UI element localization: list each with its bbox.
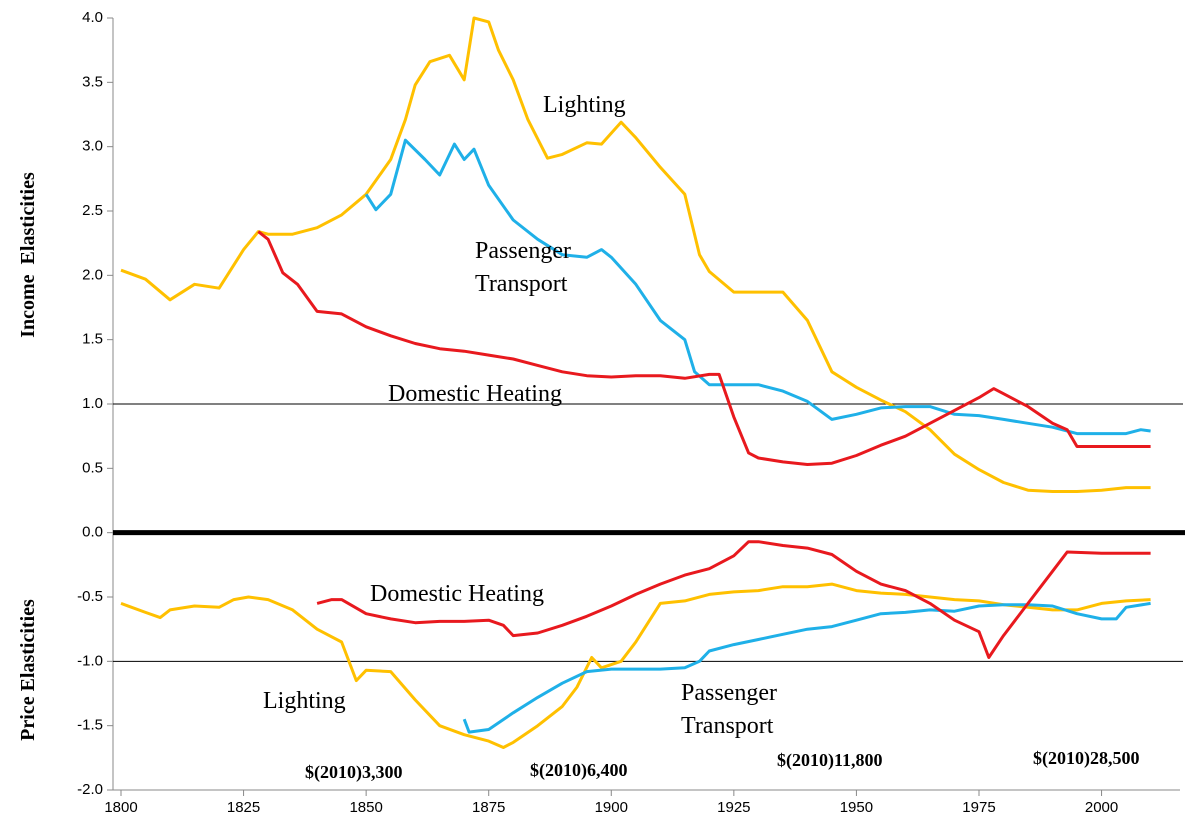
annotation: Domestic Heating bbox=[370, 581, 544, 607]
y-tick-label: 0.5 bbox=[82, 459, 103, 476]
series-line bbox=[120, 582, 1151, 749]
annotation: Passenger bbox=[475, 238, 571, 264]
series-line bbox=[316, 540, 1151, 659]
x-tick-label: 1900 bbox=[595, 799, 628, 816]
x-tick-label: 2000 bbox=[1085, 799, 1118, 816]
annotation: Lighting bbox=[263, 688, 346, 714]
x-tick-label: 1925 bbox=[717, 799, 750, 816]
y-tick-label: 0.0 bbox=[82, 524, 103, 541]
income-label: $(2010)6,400 bbox=[530, 760, 628, 781]
y-tick-label: 1.5 bbox=[82, 331, 103, 348]
annotation: Transport bbox=[475, 271, 568, 297]
y-tick-label: -1.5 bbox=[77, 717, 103, 734]
annotation: Lighting bbox=[543, 92, 626, 118]
y-tick-label: -2.0 bbox=[77, 781, 103, 798]
y-axis-label: Income Elasticities bbox=[17, 172, 39, 338]
annotation: Transport bbox=[681, 713, 774, 739]
income-label: $(2010)3,300 bbox=[305, 762, 403, 783]
y-tick-label: -1.0 bbox=[77, 652, 103, 669]
x-tick-label: 1875 bbox=[472, 799, 505, 816]
y-tick-label: 3.5 bbox=[82, 73, 103, 90]
annotation: Passenger bbox=[681, 680, 777, 706]
income-label: $(2010)28,500 bbox=[1033, 748, 1140, 769]
y-tick-label: 3.0 bbox=[82, 138, 103, 155]
y-axis-label: Price Elasticities bbox=[17, 599, 39, 741]
y-tick-label: -0.5 bbox=[77, 588, 103, 605]
series-line bbox=[364, 138, 1151, 436]
y-tick-label: 2.0 bbox=[82, 266, 103, 283]
x-tick-label: 1950 bbox=[840, 799, 873, 816]
x-tick-label: 1800 bbox=[104, 799, 137, 816]
annotation: Domestic Heating bbox=[388, 381, 562, 407]
x-tick-label: 1975 bbox=[962, 799, 995, 816]
x-tick-label: 1825 bbox=[227, 799, 260, 816]
y-tick-label: 4.0 bbox=[82, 9, 103, 26]
series-line bbox=[120, 16, 1151, 493]
series-line bbox=[257, 230, 1151, 466]
series-line bbox=[462, 601, 1151, 734]
y-tick-label: 2.5 bbox=[82, 202, 103, 219]
x-tick-label: 1850 bbox=[349, 799, 382, 816]
income-label: $(2010)11,800 bbox=[777, 750, 883, 771]
y-tick-label: 1.0 bbox=[82, 395, 103, 412]
